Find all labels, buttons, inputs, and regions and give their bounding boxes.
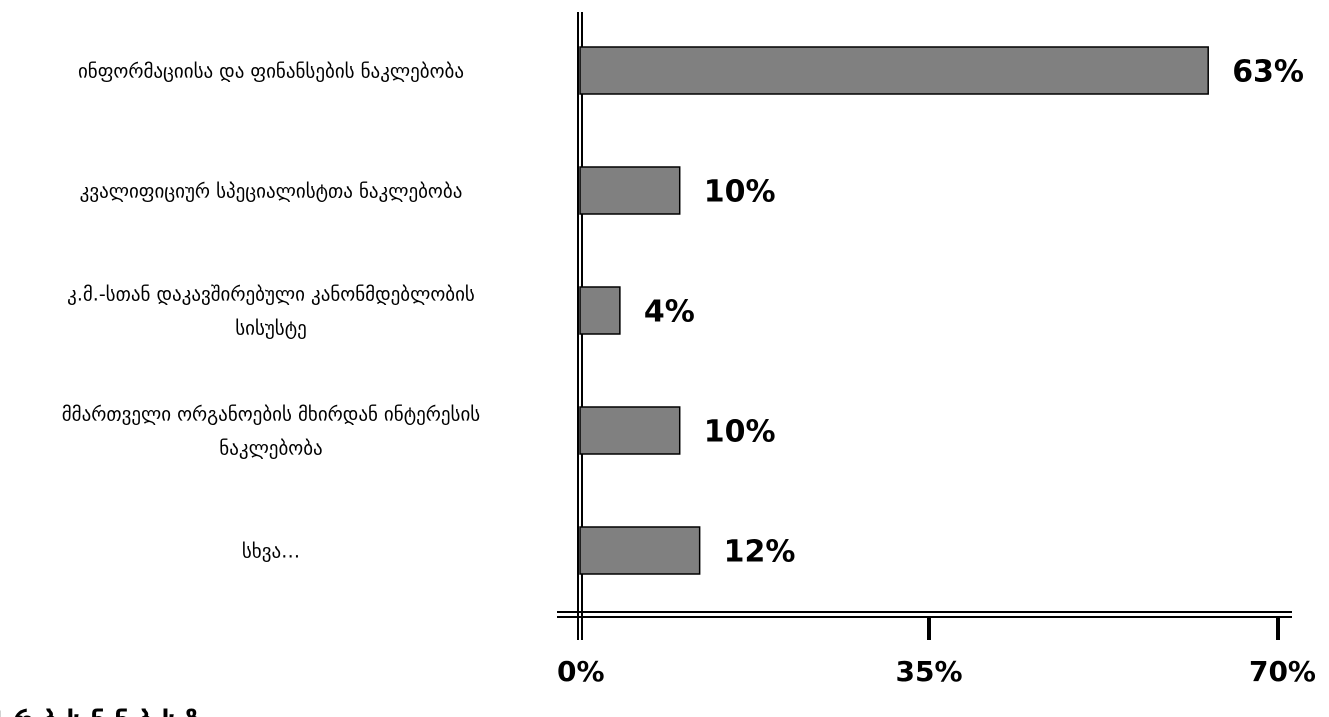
category-labels: ინფორმაციისა და ფინანსების ნაკლებობა კვალ…: [62, 61, 480, 563]
category-label: სხვა…: [242, 541, 300, 563]
bar: [579, 166, 681, 215]
data-label: 12%: [724, 535, 796, 570]
data-label: 63%: [1232, 55, 1304, 90]
bar: [579, 286, 621, 335]
category-label: სისუსტე: [235, 318, 307, 340]
bars: 63% 10% 4% 10% 12%: [579, 46, 1304, 575]
data-label: 10%: [704, 415, 776, 450]
data-label: 4%: [644, 295, 695, 330]
bar: [579, 406, 681, 455]
bar: [579, 46, 1209, 95]
x-tick-label: 70%: [1249, 655, 1316, 688]
x-axis-ticks: 0% 35% 70%: [557, 617, 1316, 688]
category-label: ინფორმაციისა და ფინანსების ნაკლებობა: [78, 61, 464, 83]
bar: [579, 526, 701, 575]
x-tick-label: 0%: [557, 655, 605, 688]
category-label: კ.მ.-სთან დაკავშირებული კანონმდებლობის: [67, 284, 475, 306]
x-tick-label: 35%: [895, 655, 962, 688]
category-label: ნაკლებობა: [219, 438, 322, 460]
category-label: კვალიფიციურ სპეციალისტთა ნაკლებობა: [80, 181, 463, 203]
category-label: მმართველი ორგანოების მხირდან ინტერესის: [62, 404, 480, 426]
bottom-caption-fragment: | რ ბ ს ნ ნ ბ ს ზ: [0, 707, 200, 717]
data-label: 10%: [704, 175, 776, 210]
